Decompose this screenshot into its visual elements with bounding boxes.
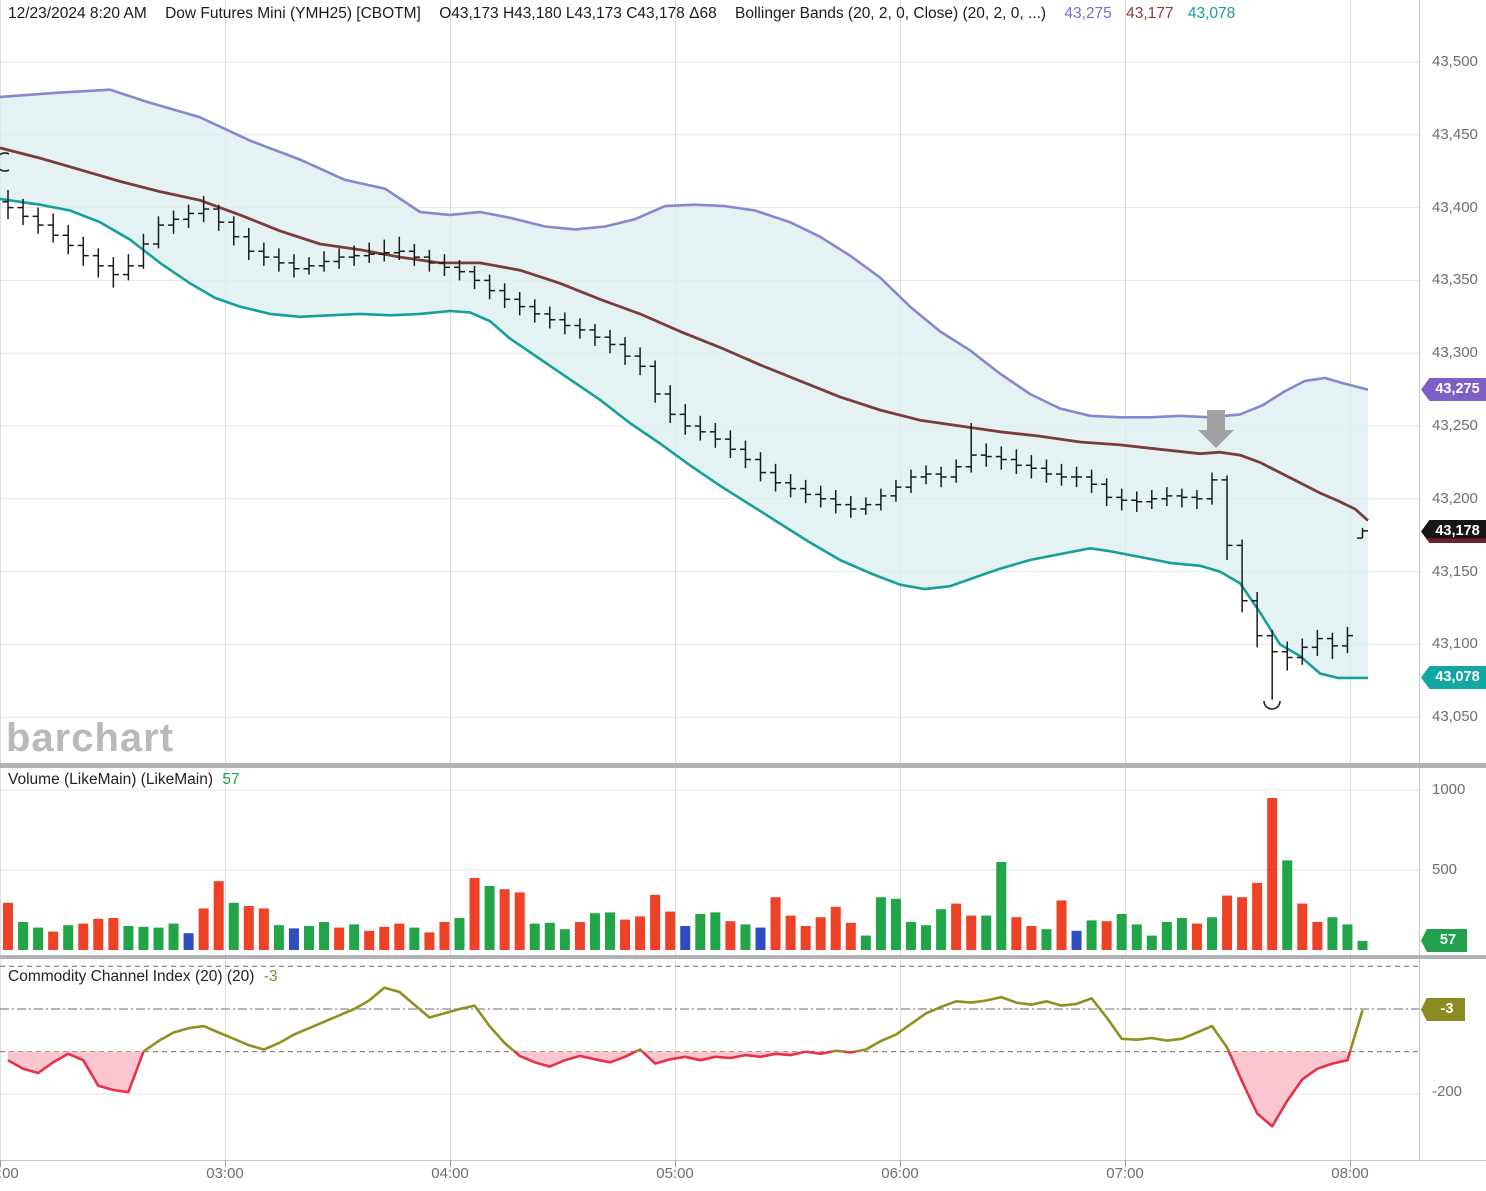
volume-bars	[3, 798, 1368, 950]
upper-band-price-badge: 43,275	[1421, 378, 1486, 401]
cci-current-value: -3	[263, 968, 278, 985]
panel-separators	[0, 763, 1486, 959]
header-datetime: 12/23/2024 8:20 AM	[8, 5, 147, 22]
volume-title-text: Volume (LikeMain) (LikeMain)	[8, 771, 214, 788]
price-tick-label: 43,050	[1432, 708, 1478, 726]
price-tick-label: 43,350	[1432, 271, 1478, 289]
time-tick-label: 07:00	[1106, 1165, 1144, 1182]
last-price-badge: 43,178	[1421, 520, 1486, 543]
price-tick-label: 43,450	[1432, 125, 1478, 143]
time-tick-label: 08:00	[1331, 1165, 1369, 1182]
price-tick-label: 43,250	[1432, 417, 1478, 434]
time-tick-label: 02:00	[0, 1165, 19, 1182]
chart-header: 12/23/2024 8:20 AM Dow Futures Mini (YMH…	[8, 5, 1478, 23]
price-tick-label: 43,150	[1432, 562, 1478, 580]
cci-line	[7, 986, 1364, 1128]
volume-tick-label: 500	[1432, 861, 1458, 878]
time-tick-label: 03:00	[206, 1165, 244, 1182]
volume-panel-title: Volume (LikeMain) (LikeMain) 57	[8, 771, 240, 789]
time-tick-label: 05:00	[656, 1165, 694, 1182]
volume-tick-label: 1000	[1432, 781, 1466, 798]
price-tick-label: 43,200	[1432, 489, 1478, 507]
barchart-watermark: barchart	[6, 716, 175, 760]
volume-gridlines	[0, 789, 1419, 871]
low-circle-marker	[1263, 700, 1281, 710]
cci-title-text: Commodity Channel Index (20) (20)	[8, 968, 255, 985]
cci-reference-lines	[0, 965, 1419, 1053]
volume-value-badge: 57	[1421, 929, 1467, 952]
bollinger-middle-line	[0, 146, 1369, 522]
header-middle-band-value: 43,177	[1126, 5, 1174, 22]
header-indicator-label: Bollinger Bands (20, 2, 0, Close) (20, 2…	[735, 5, 1047, 22]
cci-panel-title: Commodity Channel Index (20) (20) -3	[8, 968, 278, 986]
down-arrow-icon	[1198, 410, 1234, 448]
bollinger-lower-line	[0, 197, 1368, 680]
cci-value-badge: -3	[1421, 998, 1465, 1021]
time-tick-label: 04:00	[431, 1165, 469, 1182]
left-circle-marker	[0, 152, 10, 172]
time-tick-label: 06:00	[881, 1165, 919, 1182]
header-lower-band-value: 43,078	[1187, 5, 1236, 22]
cci-fill	[8, 1051, 1350, 1127]
header-ohlc-stats: O43,173 H43,180 L43,173 C43,178 Δ68	[439, 5, 717, 22]
cci-axis-label: -200	[1432, 1083, 1463, 1100]
bollinger-fill	[0, 89, 1368, 678]
price-tick-label: 43,300	[1432, 344, 1478, 362]
price-tick-label: 43,100	[1432, 635, 1478, 653]
lower-band-price-badge: 43,078	[1421, 666, 1486, 689]
ohlc-bars	[2, 190, 1368, 700]
price-tick-label: 43,400	[1432, 198, 1478, 216]
header-upper-band-value: 43,275	[1064, 5, 1112, 22]
time-axis	[0, 1160, 1486, 1167]
volume-current-value: 57	[222, 771, 240, 788]
price-tick-label: 43,500	[1432, 53, 1478, 70]
header-symbol: Dow Futures Mini (YMH25) [CBOTM]	[165, 5, 421, 22]
